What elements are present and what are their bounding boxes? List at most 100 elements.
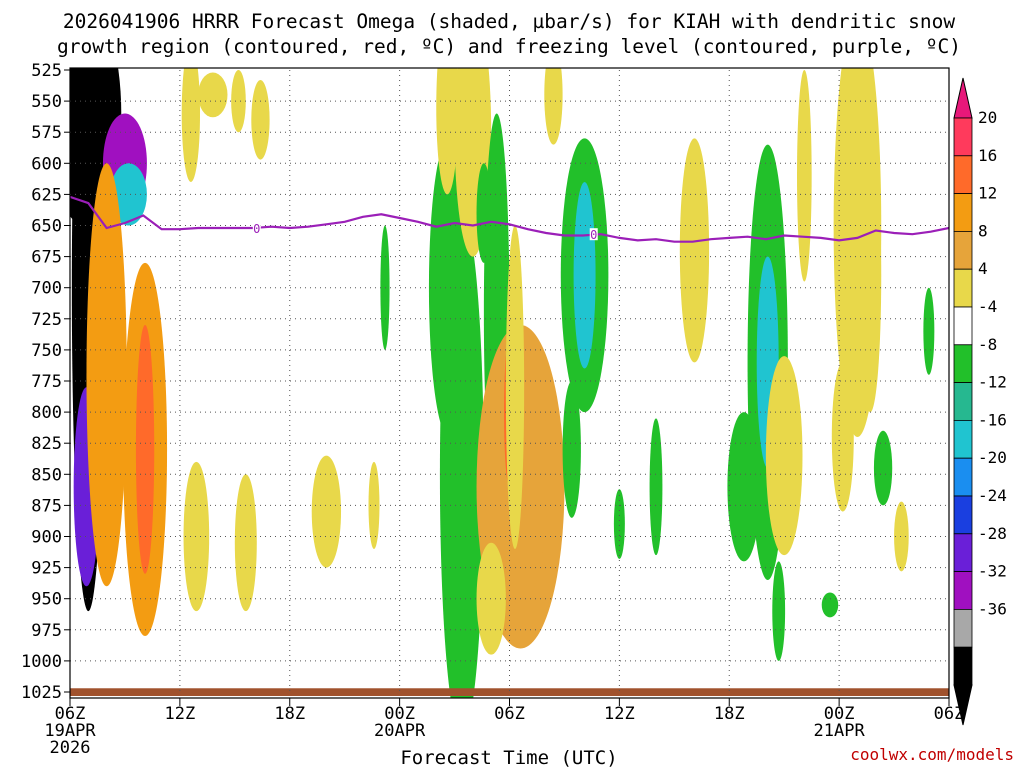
- omega-region: [234, 474, 257, 612]
- colorbar-segment: [953, 268, 973, 308]
- colorbar-segment: [953, 495, 973, 535]
- omega-region: [821, 592, 839, 618]
- y-axis-ticks: 525 550 575 600 625 650 675 700 725 750 775 800 825 8…: [21, 61, 70, 703]
- omega-region: [110, 163, 147, 226]
- colorbar-segment: [953, 419, 973, 459]
- credit-link[interactable]: coolwx.com/models: [850, 745, 1014, 764]
- colorbar-label: -32: [978, 562, 1007, 581]
- y-tick-label: 1025: [21, 683, 62, 703]
- omega-region: [923, 287, 935, 375]
- colorbar-segment: [953, 646, 973, 686]
- omega-shading: [70, 68, 935, 698]
- colorbar-segment: [953, 457, 973, 497]
- colorbar-label: -8: [978, 335, 997, 354]
- ground-surface: [70, 688, 949, 696]
- y-tick-label: 950: [31, 590, 62, 610]
- x-tick-label: 00Z: [384, 704, 415, 724]
- y-tick-label: 775: [31, 372, 62, 392]
- colorbar-segment: [953, 117, 973, 157]
- colorbar-label: -24: [978, 486, 1007, 505]
- omega-region: [86, 163, 127, 587]
- omega-region: [436, 68, 459, 195]
- colorbar-segment: [953, 609, 973, 648]
- colorbar-label: -36: [978, 599, 1007, 618]
- colorbar: 20 16 12 8 4 -4 -8 -12 -16 -20 -24 -28 -32 -36: [953, 77, 1007, 726]
- x-tick-label: 06Z: [934, 704, 965, 724]
- omega-region: [562, 381, 581, 518]
- colorbar-segment: [953, 571, 973, 610]
- x-tick-year: 2026: [50, 738, 91, 758]
- y-tick-label: 650: [31, 217, 62, 237]
- omega-region: [772, 561, 786, 661]
- colorbar-label: 20: [978, 108, 997, 127]
- chart-title-line2: growth region (contoured, red, ºC) and f…: [57, 35, 961, 58]
- freezing-level-line: [70, 195, 949, 243]
- colorbar-label: 8: [978, 221, 988, 240]
- y-tick-label: 725: [31, 310, 62, 330]
- x-tick-label: 06Z: [494, 704, 525, 724]
- x-tick-label: 12Z: [604, 704, 635, 724]
- omega-region: [183, 461, 210, 612]
- colorbar-segment: [953, 533, 973, 572]
- y-tick-label: 525: [31, 61, 62, 81]
- omega-region: [251, 79, 270, 160]
- omega-region: [613, 489, 625, 559]
- omega-region: [231, 70, 246, 133]
- ground-band: [70, 688, 949, 696]
- y-tick-label: 800: [31, 403, 62, 423]
- colorbar-segment: [953, 382, 973, 421]
- x-axis-label: Forecast Time (UTC): [400, 747, 617, 768]
- y-tick-label: 700: [31, 279, 62, 299]
- colorbar-label: 16: [978, 146, 997, 165]
- colorbar-segment: [953, 193, 973, 232]
- omega-region: [573, 181, 596, 369]
- y-tick-label: 550: [31, 92, 62, 112]
- y-tick-label: 825: [31, 434, 62, 454]
- x-tick-label: 00Z: [824, 704, 855, 724]
- colorbar-label: -16: [978, 410, 1007, 429]
- colorbar-label: -20: [978, 448, 1007, 467]
- omega-region: [894, 501, 909, 572]
- freezing-level-label: 0: [253, 222, 260, 236]
- x-tick-date: 21APR: [814, 721, 866, 741]
- colorbar-label: 4: [978, 259, 988, 278]
- omega-region: [380, 225, 390, 350]
- y-tick-label: 600: [31, 154, 62, 174]
- colorbar-segment: [953, 344, 973, 383]
- omega-region: [368, 461, 380, 549]
- x-tick-label: 18Z: [274, 704, 305, 724]
- colorbar-segment: [953, 230, 973, 270]
- colorbar-label: 12: [978, 184, 997, 203]
- colorbar-segment: [953, 155, 973, 195]
- gridlines: [70, 70, 949, 692]
- freezing-level-label-bg: [252, 221, 261, 234]
- x-tick-label: 12Z: [165, 704, 196, 724]
- omega-region: [439, 213, 484, 698]
- colorbar-label: -28: [978, 524, 1007, 543]
- omega-region: [831, 362, 854, 512]
- omega-region: [135, 325, 155, 574]
- colorbar-label: -4: [978, 297, 997, 316]
- omega-region: [544, 68, 563, 145]
- y-tick-label: 975: [31, 621, 62, 641]
- omega-region: [505, 225, 525, 549]
- omega-region: [873, 430, 893, 506]
- omega-region: [476, 542, 506, 655]
- omega-region: [181, 68, 201, 182]
- omega-region: [859, 138, 882, 413]
- colorbar-top-arrow: [953, 77, 973, 119]
- omega-region: [765, 356, 803, 556]
- y-tick-label: 850: [31, 465, 62, 485]
- omega-region: [679, 138, 710, 363]
- y-tick-label: 575: [31, 123, 62, 143]
- x-tick-date: 20APR: [374, 721, 426, 741]
- y-tick-label: 875: [31, 496, 62, 516]
- y-tick-label: 750: [31, 341, 62, 361]
- x-tick-label: 18Z: [714, 704, 745, 724]
- chart-title-line1: 2026041906 HRRR Forecast Omega (shaded, …: [63, 10, 955, 33]
- x-tick-label: 06Z: [55, 704, 86, 724]
- y-tick-label: 925: [31, 559, 62, 579]
